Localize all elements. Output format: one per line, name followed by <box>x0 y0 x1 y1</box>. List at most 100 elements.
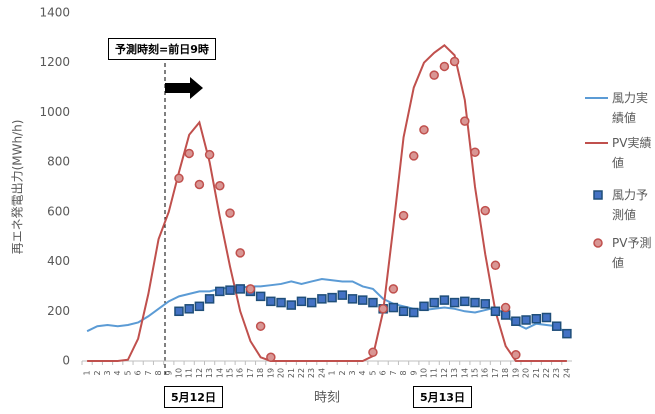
x-tick-label: 8 <box>399 370 408 375</box>
marker <box>480 299 490 309</box>
x-tick-label: 24 <box>562 368 571 378</box>
marker <box>276 297 286 308</box>
legend-label: 風力予測値 <box>612 188 649 222</box>
x-tick-label: 9 <box>164 370 173 375</box>
marker <box>194 179 205 190</box>
x-tick-label: 12 <box>195 368 204 378</box>
x-tick-label: 20 <box>277 368 286 378</box>
x-tick-label: 10 <box>419 368 428 378</box>
x-tick-label: 20 <box>522 368 531 378</box>
y-tick-label: 800 <box>47 155 70 169</box>
x-tick-label: 6 <box>134 370 143 375</box>
y-tick-label: 600 <box>47 204 70 218</box>
x-tick-label: 1 <box>328 370 337 375</box>
legend-label: 風力実績値 <box>612 91 649 125</box>
x-tick-label: 4 <box>358 370 367 375</box>
marker <box>541 312 552 323</box>
x-tick-label: 22 <box>297 368 306 378</box>
marker <box>235 248 245 258</box>
x-tick-label: 11 <box>430 368 439 378</box>
marker <box>562 328 572 339</box>
x-tick-label: 5 <box>123 370 132 375</box>
x-tick-label: 15 <box>226 368 235 378</box>
marker <box>347 294 358 304</box>
marker <box>480 205 490 216</box>
date-label: 5月12日 <box>164 386 223 408</box>
marker <box>449 297 460 308</box>
marker <box>225 285 235 295</box>
x-tick-label: 4 <box>113 370 122 375</box>
marker <box>255 321 266 331</box>
marker <box>429 70 439 80</box>
x-tick-label: 7 <box>144 370 153 375</box>
marker <box>521 315 531 325</box>
marker <box>439 61 450 72</box>
marker <box>255 291 266 302</box>
x-tick-label: 15 <box>471 368 480 378</box>
marker <box>429 297 439 308</box>
x-tick-label: 3 <box>103 370 112 375</box>
x-tick-label: 7 <box>389 370 398 375</box>
x-tick-label: 21 <box>532 368 541 378</box>
marker <box>419 125 429 135</box>
marker <box>439 295 450 305</box>
marker <box>204 149 215 160</box>
y-tick-label: 400 <box>47 254 70 268</box>
x-tick-label: 14 <box>215 368 224 378</box>
marker <box>266 352 276 363</box>
marker <box>184 304 194 314</box>
marker <box>398 210 409 221</box>
marker <box>184 148 194 159</box>
marker <box>511 316 521 326</box>
x-tick-label: 2 <box>338 370 347 375</box>
x-tick-label: 16 <box>481 368 490 378</box>
x-tick-label: 16 <box>236 368 245 378</box>
legend-label: PV予測値 <box>612 236 652 270</box>
x-tick-label: 3 <box>348 370 357 375</box>
marker <box>460 116 470 126</box>
x-tick-label: 5 <box>368 370 377 375</box>
marker <box>174 173 184 184</box>
marker <box>337 290 348 300</box>
x-tick-label: 17 <box>491 368 500 378</box>
forecast-note: 予測時刻=前日9時 <box>108 38 216 60</box>
marker <box>409 151 419 161</box>
legend-label: PV実績値 <box>612 136 652 170</box>
marker <box>398 306 409 317</box>
marker <box>235 284 245 294</box>
x-tick-label: 10 <box>174 368 183 378</box>
x-tick-label: 14 <box>460 368 469 378</box>
marker <box>245 284 256 294</box>
arrow <box>165 77 203 99</box>
marker <box>460 296 470 307</box>
x-tick-label: 19 <box>511 368 520 378</box>
marker <box>204 294 215 304</box>
marker <box>531 313 542 324</box>
x-tick-label: 24 <box>317 368 326 378</box>
legend-swatch <box>593 190 603 200</box>
marker <box>551 321 562 331</box>
date-label: 5月13日 <box>413 386 472 408</box>
marker <box>327 292 337 303</box>
x-tick-label: 6 <box>379 370 388 375</box>
marker <box>215 181 225 191</box>
x-tick-label: 22 <box>542 368 551 378</box>
x-tick-label: 1 <box>83 370 92 375</box>
x-tick-label: 17 <box>246 368 255 378</box>
marker <box>357 295 368 305</box>
x-tick-label: 13 <box>205 368 214 378</box>
x-tick-label: 2 <box>93 370 102 375</box>
y-tick-label: 1200 <box>39 55 70 69</box>
marker <box>368 347 378 358</box>
legend-swatch <box>593 238 603 248</box>
marker <box>500 302 511 313</box>
marker <box>194 301 205 312</box>
marker <box>174 306 184 317</box>
marker <box>490 260 501 271</box>
marker <box>215 286 225 297</box>
x-tick-label: 19 <box>266 368 275 378</box>
x-axis-label: 時刻 <box>314 391 340 406</box>
marker <box>378 304 388 314</box>
